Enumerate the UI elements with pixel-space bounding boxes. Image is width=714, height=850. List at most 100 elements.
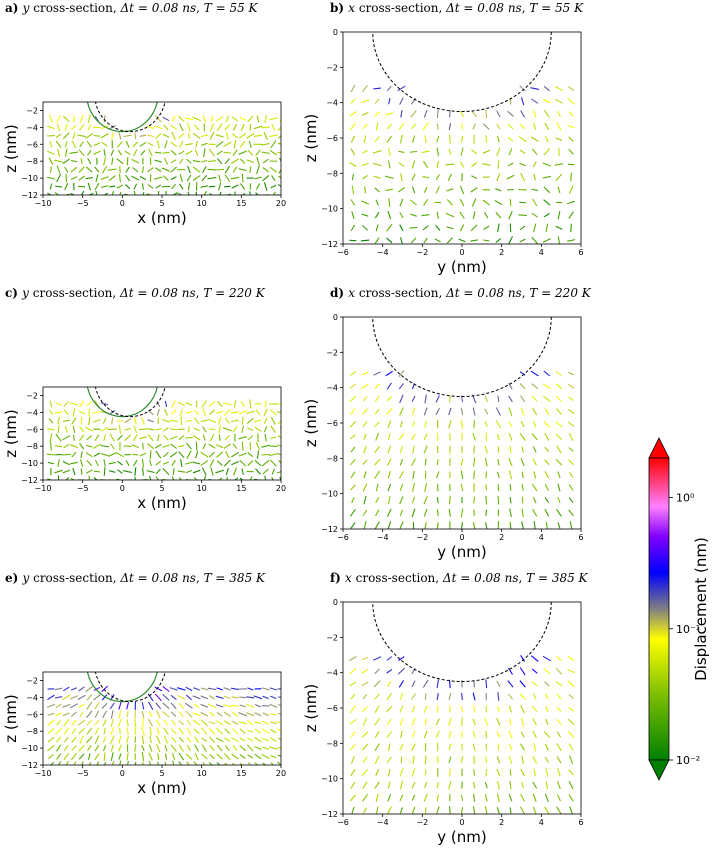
displacement-vector [63, 727, 69, 735]
displacement-vector [448, 134, 451, 144]
displacement-vector [80, 416, 83, 425]
displacement-vector [374, 470, 381, 479]
displacement-vector [509, 807, 512, 814]
displacement-vector [47, 428, 55, 431]
displacement-vector [374, 668, 380, 675]
x-tick-label: 10 [197, 484, 207, 493]
displacement-vector [460, 147, 464, 157]
displacement-vector [171, 115, 176, 123]
displacement-vector [47, 745, 55, 752]
displacement-vector [387, 508, 392, 517]
displacement-vector [262, 712, 269, 717]
displacement-vector [399, 718, 404, 726]
displacement-vector [363, 807, 367, 814]
displacement-vector [386, 382, 392, 390]
displacement-vector [567, 680, 575, 688]
y-tick-label: −4 [326, 669, 338, 678]
displacement-vector [171, 460, 176, 467]
displacement-vector [277, 761, 281, 765]
displacement-vector [132, 167, 139, 173]
displacement-vector [64, 425, 68, 433]
displacement-vector [156, 710, 161, 719]
displacement-vector [77, 134, 87, 138]
displacement-vector [93, 477, 98, 480]
displacement-vector [118, 753, 122, 760]
displacement-vector [100, 185, 109, 188]
displacement-vector [118, 735, 122, 744]
y-tick-label: −12 [321, 240, 338, 249]
x-tick-label: 20 [276, 484, 286, 493]
displacement-vector [169, 435, 178, 440]
displacement-vector [200, 460, 209, 467]
displacement-vector [372, 656, 382, 661]
x-tick-label: 2 [499, 248, 504, 257]
displacement-vector [118, 131, 122, 140]
panel-b: b) x cross-section, Δt = 0.08 ns, T = 55… [302, 1, 584, 276]
y-tick-label: −6 [26, 710, 38, 719]
displacement-vector [232, 166, 238, 173]
displacement-vector [361, 162, 369, 167]
displacement-vector [47, 712, 55, 716]
title-letter: d) [330, 286, 348, 300]
displacement-vector [557, 110, 561, 117]
displacement-vector [209, 711, 215, 717]
displacement-vector [215, 134, 224, 138]
displacement-vector [472, 521, 476, 529]
title-letter: e) [5, 571, 23, 585]
displacement-vector [156, 408, 160, 416]
displacement-vector [411, 794, 416, 801]
displacement-vector [531, 706, 538, 713]
displacement-vector [77, 694, 86, 700]
displacement-vector [108, 461, 116, 465]
displacement-vector [411, 433, 416, 441]
displacement-vector [484, 445, 488, 454]
displacement-vector [485, 484, 488, 491]
displacement-vector [399, 768, 404, 777]
displacement-vector [461, 781, 463, 789]
x-tick-label: −10 [35, 199, 52, 208]
displacement-vector [57, 761, 62, 765]
displacement-vector [519, 432, 526, 441]
displacement-vector [509, 445, 512, 454]
displacement-vector [533, 471, 537, 479]
displacement-vector [555, 98, 563, 104]
displacement-vector [411, 743, 416, 751]
displacement-vector [399, 780, 403, 790]
displacement-vector [424, 755, 427, 765]
displacement-vector [148, 711, 153, 718]
displacement-vector [238, 150, 247, 155]
displacement-vector [188, 132, 190, 139]
displacement-vector [399, 496, 404, 505]
displacement-vector [126, 735, 129, 744]
displacement-vector [85, 469, 93, 474]
displacement-vector [209, 123, 215, 132]
displacement-vector [545, 136, 549, 143]
displacement-vector [460, 483, 464, 492]
displacement-vector [532, 756, 538, 764]
displacement-vector [94, 166, 100, 173]
displacement-vector [542, 175, 552, 179]
displacement-vector [238, 452, 247, 457]
displacement-vector [363, 433, 367, 440]
displacement-vector [375, 199, 379, 206]
displacement-vector [240, 400, 245, 407]
displacement-vector [277, 444, 281, 447]
displacement-vector [532, 496, 537, 504]
displacement-vector [162, 711, 170, 718]
displacement-vector [147, 693, 154, 702]
displacement-vector [261, 687, 270, 691]
y-tick-label: −4 [26, 123, 38, 132]
displacement-vector [231, 696, 239, 699]
displacement-vector [195, 450, 199, 459]
displacement-vector [519, 693, 526, 700]
displacement-vector [277, 403, 281, 405]
displacement-vector [72, 132, 76, 140]
displacement-vector [508, 667, 513, 675]
displacement-vector [102, 736, 107, 743]
displacement-vector [519, 162, 526, 167]
displacement-vector [155, 735, 161, 744]
y-tick-label: −4 [326, 99, 338, 108]
displacement-vector [47, 150, 55, 155]
displacement-vector [412, 135, 416, 143]
displacement-vector [362, 149, 368, 154]
